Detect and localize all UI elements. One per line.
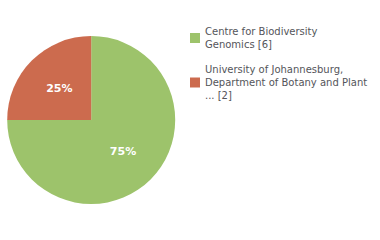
svg-text:Genomics [6]: Genomics [6] xyxy=(205,39,272,50)
svg-text:Centre for Biodiversity: Centre for Biodiversity xyxy=(205,26,318,37)
svg-text:75%: 75% xyxy=(110,145,136,158)
svg-text:25%: 25% xyxy=(46,82,72,95)
svg-text:Department of Botany and Plant: Department of Botany and Plant xyxy=(205,77,367,88)
svg-text:... [2]: ... [2] xyxy=(205,90,232,101)
svg-text:University of Johannesburg,: University of Johannesburg, xyxy=(205,64,343,75)
